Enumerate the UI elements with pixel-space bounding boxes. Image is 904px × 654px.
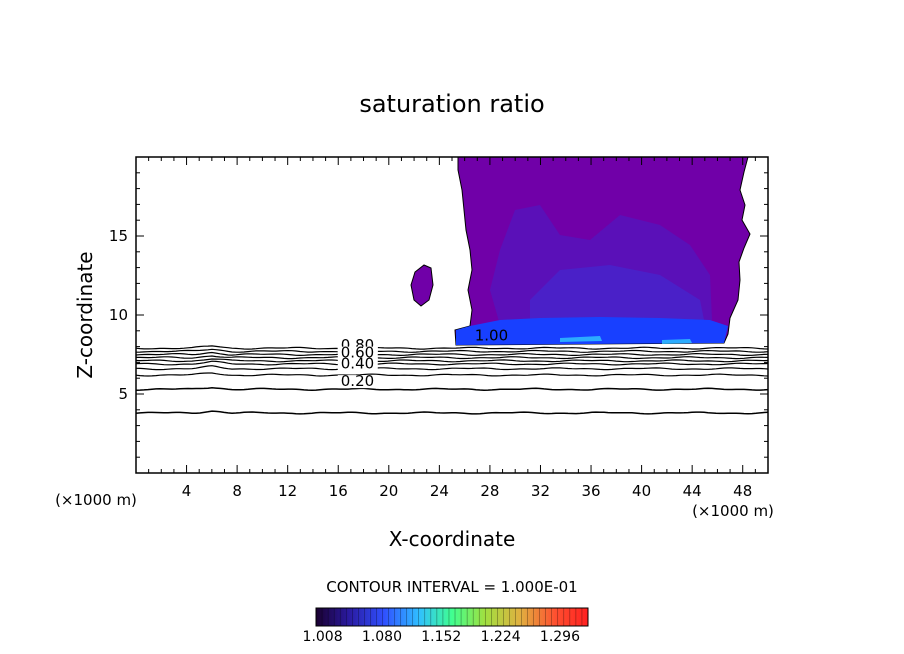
core-saturation-zone: [530, 265, 705, 328]
contour-label-4: 1.00: [475, 326, 508, 344]
contour-line-8: [136, 387, 768, 391]
contour-line-4: [136, 358, 768, 363]
x-tick-label-10: 44: [683, 482, 702, 500]
x-tick-label-0: 4: [182, 482, 192, 500]
contour-line-2: [136, 351, 768, 357]
contour-line-6: [136, 365, 768, 371]
isolated-supersaturated-blob: [410, 264, 434, 307]
y-axis-label: Z-coordinate: [73, 251, 97, 378]
x-axis-label: X-coordinate: [389, 527, 516, 551]
x-tick-label-8: 36: [581, 482, 600, 500]
colorbar-ticks: 1.008 1.080 1.152 1.224 1.296: [303, 608, 583, 645]
contour-line-9: [136, 410, 768, 415]
contour-line-3: [136, 355, 768, 360]
x-unit-left: (×1000 m): [55, 491, 137, 509]
contour-label-2: 0.40: [341, 355, 374, 373]
x-tick-label-6: 28: [480, 482, 499, 500]
contour-field: [136, 157, 768, 415]
x-tick-label-2: 12: [278, 482, 297, 500]
x-tick-label-9: 40: [632, 482, 651, 500]
contour-line-0: [136, 345, 768, 350]
x-unit-right: (×1000 m): [692, 502, 774, 520]
colorbar-label-3: 1.224: [481, 629, 521, 645]
contour-line-7: [136, 372, 768, 377]
y-tick-label-0: 5: [118, 385, 128, 403]
contour-line-5: [136, 360, 768, 366]
x-tick-label-1: 8: [232, 482, 242, 500]
contour-label-bg-3: [337, 375, 378, 389]
x-tick-label-7: 32: [531, 482, 550, 500]
contour-label-bg-1: [337, 346, 378, 360]
x-tick-label-11: 48: [733, 482, 752, 500]
contour-label-bg-2: [337, 357, 378, 371]
colorbar-label-2: 1.152: [421, 629, 461, 645]
y-tick-label-2: 15: [109, 227, 128, 245]
colorbar: [315, 607, 589, 627]
contour-line-1: [136, 348, 768, 353]
contour-label-3: 0.20: [341, 372, 374, 390]
chart-title: saturation ratio: [359, 90, 544, 118]
x-tick-label-5: 24: [430, 482, 449, 500]
x-tick-label-4: 20: [379, 482, 398, 500]
contour-labels: 0.800.600.400.201.00: [337, 326, 508, 390]
x-tick-label-3: 16: [329, 482, 348, 500]
cloud-base-highlight: [560, 336, 692, 344]
subsaturated-contours: [136, 345, 768, 415]
colorbar-label-1: 1.080: [362, 629, 402, 645]
cloud-base-band: [456, 317, 728, 345]
contour-label-1: 0.60: [341, 344, 374, 362]
y-tick-label-1: 10: [109, 306, 128, 324]
contour-interval-label: CONTOUR INTERVAL = 1.000E-01: [326, 578, 577, 596]
colorbar-label-4: 1.296: [540, 629, 580, 645]
colorbar-label-0: 1.008: [303, 629, 343, 645]
